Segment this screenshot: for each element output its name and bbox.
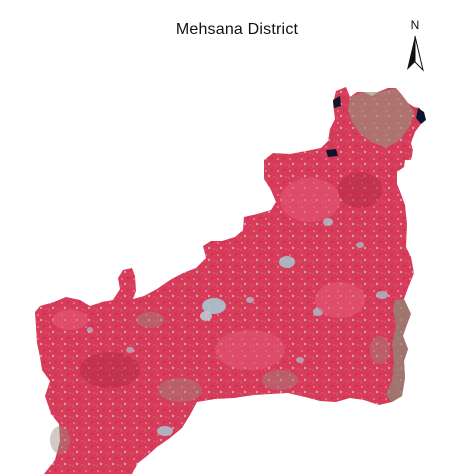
north-label: N (410, 18, 420, 32)
district-boundary (0, 87, 421, 474)
water-body-north (333, 96, 341, 108)
riverbed-east (386, 299, 411, 402)
hills-northeast (348, 88, 414, 148)
map-title: Mehsana District (175, 21, 299, 38)
north-arrow-icon (407, 35, 424, 72)
dry-patches (50, 312, 390, 454)
dense-vegetation (52, 172, 382, 388)
water-body-small (326, 149, 338, 157)
water-body-northeast (416, 108, 426, 124)
